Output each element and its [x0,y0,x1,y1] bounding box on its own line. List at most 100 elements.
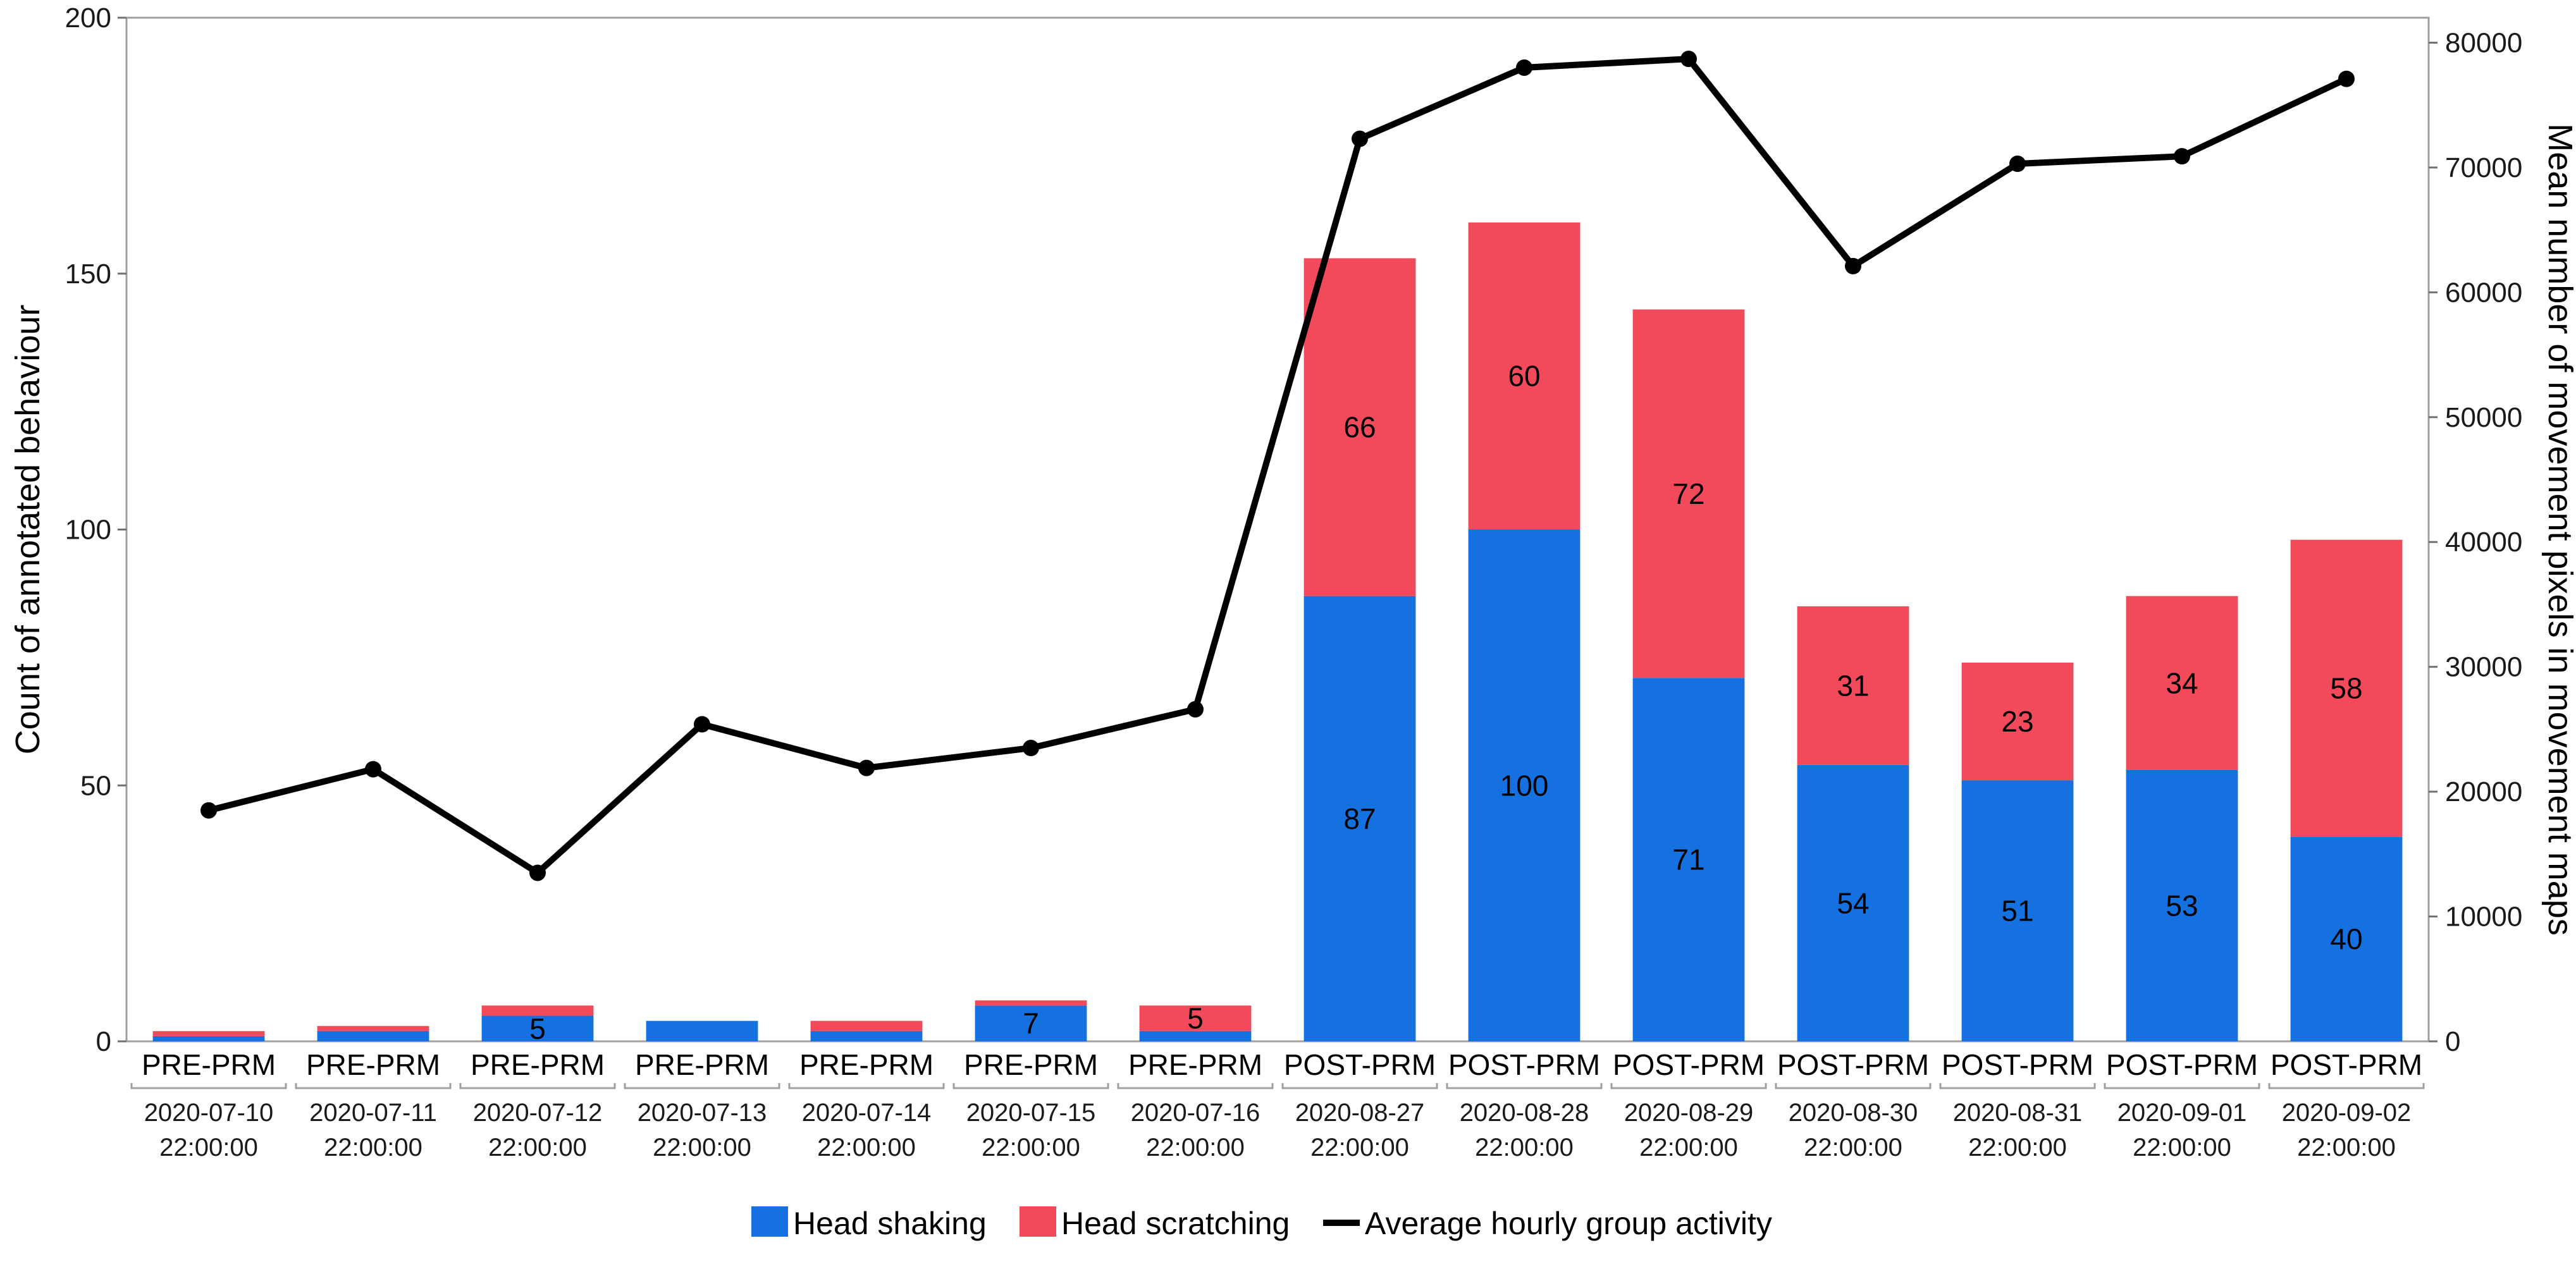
x-time-label: 22:00:00 [1475,1134,1574,1161]
x-date-label: 2020-07-12 [473,1099,603,1127]
x-time-label: 22:00:00 [817,1134,916,1161]
data-label-head-shaking: 7 [1023,1007,1039,1040]
x-category-label: POST-PRM [2106,1048,2258,1081]
legend: Head shaking Head scratching Average hourl… [751,1206,1772,1241]
x-group-bracket [1281,1083,1438,1089]
line-point [2009,156,2026,173]
x-group-bracket [788,1083,945,1089]
x-time-label: 22:00:00 [1968,1134,2067,1161]
data-label-head-scratching: 5 [1187,1002,1204,1035]
line-point [1845,257,1861,274]
y2-tick-label: 0 [2445,1026,2460,1057]
line-point [365,761,381,778]
x-time-label: 22:00:00 [653,1134,751,1161]
data-label-head-scratching: 66 [1343,411,1376,444]
bar-head-shaking [1632,678,1745,1041]
data-label-head-shaking: 5 [529,1012,546,1045]
line-point [1187,701,1204,718]
data-label-head-shaking: 87 [1343,802,1376,835]
x-category-label: POST-PRM [1448,1048,1600,1081]
bar-head-shaking [1797,764,1909,1041]
x-category-label: PRE-PRM [1128,1048,1262,1081]
y-tick-label: 100 [65,515,111,546]
legend-swatch-head-scratching [1020,1206,1056,1237]
x-date-label: 2020-09-01 [2117,1099,2247,1127]
line-point [1352,130,1368,147]
x-time-label: 22:00:00 [2133,1134,2231,1161]
x-group-bracket [295,1083,452,1089]
x-time-label: 22:00:00 [1146,1134,1245,1161]
x-time-label: 22:00:00 [1310,1134,1409,1161]
line-point [2174,148,2190,165]
x-date-label: 2020-07-15 [966,1099,1096,1127]
bar-head-scratching [1468,222,1581,530]
legend-swatch-head-shaking [751,1206,788,1237]
x-category-label: POST-PRM [1284,1048,1436,1081]
x-date-label: 2020-08-27 [1295,1099,1425,1127]
bar-head-shaking [646,1020,758,1041]
y2-tick-label: 10000 [2445,902,2522,933]
x-group-bracket [952,1083,1109,1089]
x-group-bracket [459,1083,616,1089]
bar-head-scratching [2290,539,2403,837]
y-tick-label: 200 [65,3,111,34]
line-average-activity [207,56,2348,876]
x-date-label: 2020-07-10 [144,1099,274,1127]
data-label-head-scratching: 23 [2001,705,2033,738]
x-category-label: PRE-PRM [799,1048,934,1081]
x-time-label: 22:00:00 [2297,1134,2396,1161]
x-category-label: PRE-PRM [142,1048,276,1081]
data-label-head-scratching: 58 [2330,671,2362,704]
x-group-bracket [130,1083,287,1089]
data-label-head-shaking: 54 [1837,886,1869,919]
line-point [1023,740,1039,757]
x-category-label: PRE-PRM [471,1048,605,1081]
bar-head-scratching [1961,662,2074,781]
x-time-label: 22:00:00 [982,1134,1080,1161]
bar-head-scratching [317,1026,429,1031]
data-label-head-scratching: 72 [1672,477,1704,510]
y2-tick-label: 60000 [2445,277,2522,308]
x-date-label: 2020-07-14 [802,1099,932,1127]
bar-head-shaking [152,1036,265,1041]
x-category-label: POST-PRM [1777,1048,1929,1081]
y-tick-label: 50 [80,770,111,801]
y2-tick-label: 40000 [2445,527,2522,558]
line-point [1516,59,1532,76]
bar-head-scratching [810,1020,923,1031]
x-category-label: POST-PRM [1942,1048,2093,1081]
x-category-label: PRE-PRM [635,1048,769,1081]
bar-head-shaking [810,1031,923,1041]
legend-label-activity: Average hourly group activity [1365,1206,1772,1241]
x-group-bracket [1775,1083,1932,1089]
line-point [2338,70,2355,87]
line-point [529,864,546,881]
x-category-label: POST-PRM [2271,1048,2422,1081]
line-point [200,802,217,819]
bar-head-scratching [1139,1005,1252,1031]
x-time-label: 22:00:00 [159,1134,258,1161]
legend-label-head-scratching: Head scratching [1061,1206,1290,1241]
bars: 5 7 5 87 66 100 60 71 72 54 31 51 23 53 34 40 58 [152,222,2403,1045]
line-point [1680,51,1697,68]
data-label-head-shaking: 100 [1500,769,1549,802]
line-point [694,716,710,733]
bar-head-shaking [1468,529,1581,1041]
y2-tick-label: 50000 [2445,402,2522,433]
bar-head-scratching [1632,309,1745,678]
data-label-head-shaking: 40 [2330,922,2362,955]
bar-head-scratching [1303,258,1416,596]
x-date-label: 2020-08-28 [1460,1099,1589,1127]
data-label-head-shaking: 53 [2166,889,2198,922]
bar-head-scratching [1797,606,1909,765]
bar-head-scratching [975,1000,1087,1006]
legend-label-head-shaking: Head shaking [793,1206,987,1241]
activity-line [200,51,2355,881]
data-label-head-scratching: 34 [2166,666,2198,699]
bar-head-scratching [2126,596,2238,770]
bar-head-shaking [1139,1031,1252,1041]
y2-tick-label: 80000 [2445,27,2522,58]
x-axis: PRE-PRM 2020-07-10 22:00:00 PRE-PRM 2020-07-… [130,1048,2425,1161]
x-group-bracket [2104,1083,2260,1089]
